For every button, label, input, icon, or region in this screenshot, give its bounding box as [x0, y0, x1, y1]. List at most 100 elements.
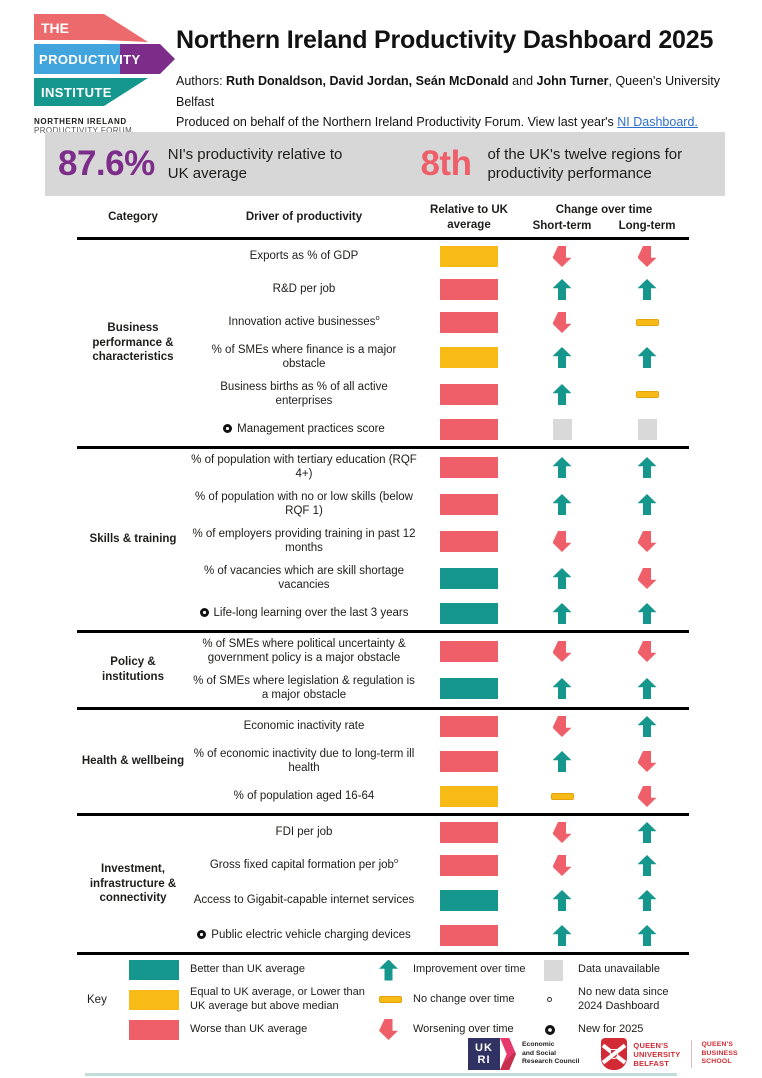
relative-box-teal: [440, 890, 498, 911]
table-row: % of SMEs where political uncertainty & …: [189, 633, 689, 670]
indicators-table: Category Driver of productivity Relative…: [77, 203, 689, 955]
short-term-cell: [519, 919, 605, 952]
queens-university-logo: QUEEN'S UNIVERSITY BELFAST QUEEN'S BUSIN…: [601, 1038, 738, 1070]
worsening-arrow-icon: [637, 786, 657, 807]
relative-box-red: [440, 531, 498, 552]
long-term-cell: [605, 339, 689, 376]
relative-cell: [419, 780, 519, 813]
improvement-arrow-icon: [637, 716, 657, 737]
improvement-arrow-icon: [552, 890, 572, 911]
long-term-cell: [605, 486, 689, 523]
key-item-label: Data unavailable: [578, 963, 660, 976]
relative-box-red: [440, 279, 498, 300]
relative-cell: [419, 273, 519, 306]
headline-stats-banner: 87.6% NI's productivity relative to UK a…: [45, 132, 725, 196]
relative-box-yellow: [440, 786, 498, 807]
table-row: Innovation active businesseso: [189, 306, 689, 339]
improvement-arrow-icon: [552, 494, 572, 515]
relative-box-red: [440, 925, 498, 946]
key-item-label: Better than UK average: [190, 963, 305, 976]
key-item-label: Worse than UK average: [190, 1022, 308, 1035]
driver-label: % of economic inactivity due to long-ter…: [193, 747, 415, 774]
short-term-cell: [519, 240, 605, 273]
relative-cell: [419, 882, 519, 919]
key-arrow-column: Improvement over time No change over time…: [379, 956, 544, 1044]
improvement-arrow-icon: [552, 678, 572, 699]
authors-block: Authors: Ruth Donaldson, David Jordan, S…: [176, 71, 742, 133]
improvement-arrow-icon: [637, 457, 657, 478]
authors-prefix: Authors:: [176, 74, 227, 88]
no-change-dash-icon: [635, 391, 659, 398]
qub-line3: BELFAST: [633, 1058, 669, 1068]
queens-business-school-wordmark: QUEEN'S BUSINESS SCHOOL: [701, 1041, 737, 1067]
table-section: Health & wellbeing Economic inactivity ra…: [77, 707, 689, 813]
table-row: Management practices score: [189, 413, 689, 446]
category-label: Policy & institutions: [102, 656, 164, 683]
relative-box-red: [440, 751, 498, 772]
long-term-cell: [605, 240, 689, 273]
driver-label: % of population with no or low skills (b…: [195, 490, 413, 517]
table-section: Policy & institutions % of SMEs where pol…: [77, 630, 689, 707]
long-term-cell: [605, 670, 689, 707]
footer-logos: UK RI Economic and Social Research Counc…: [468, 1036, 738, 1072]
no-change-dash-icon: [635, 319, 659, 326]
key-item: No new data since 2024 Dashboard: [544, 986, 689, 1014]
col-header-relative: Relative to UK average: [430, 204, 508, 231]
key-item: No change over time: [379, 988, 544, 1012]
region-rank-label: of the UK's twelve regions for productiv…: [487, 145, 683, 183]
long-term-cell: [605, 882, 689, 919]
driver-label: Access to Gigabit-capable internet servi…: [193, 893, 415, 906]
driver-label: Gross fixed capital formation per jobo: [209, 855, 399, 871]
relative-box-red: [440, 457, 498, 478]
key-icon-holder: [379, 1019, 405, 1040]
driver-cell: Public electric vehicle charging devices: [189, 919, 419, 952]
key-item: Improvement over time: [379, 958, 544, 982]
region-rank-stat: 8th: [420, 144, 472, 183]
short-term-cell: [519, 597, 605, 630]
relative-box-red: [440, 419, 498, 440]
short-term-cell: [519, 882, 605, 919]
no-change-dash-icon: [550, 793, 574, 800]
col-header-change: Change over time: [555, 203, 653, 216]
relative-cell: [419, 597, 519, 630]
relative-box-red: [440, 822, 498, 843]
relative-cell: [419, 240, 519, 273]
esrc-line2: and Social: [522, 1049, 556, 1057]
relative-box-red: [440, 384, 498, 405]
esrc-line3: Research Council: [522, 1058, 580, 1066]
relative-cell: [419, 919, 519, 952]
improvement-arrow-icon: [552, 384, 572, 405]
section-rows: FDI per job Gross fixed capital formation…: [189, 816, 689, 952]
authors-mid: and: [508, 74, 537, 88]
short-term-cell: [519, 849, 605, 882]
improvement-arrow-icon: [552, 347, 572, 368]
section-rows: Economic inactivity rate % of economic in…: [189, 710, 689, 813]
relative-cell: [419, 413, 519, 446]
relative-cell: [419, 816, 519, 849]
key-item-label: Equal to UK average, or Lower than UK av…: [190, 986, 365, 1012]
key-icon-holder: [379, 959, 405, 981]
col-header-change-group: Change over time Short-term Long-term: [519, 204, 689, 232]
relative-box-red: [440, 716, 498, 737]
driver-cell: % of population with tertiary education …: [189, 449, 419, 486]
improvement-arrow-icon: [637, 890, 657, 911]
authors-names: Ruth Donaldson, David Jordan, Seán McDon…: [226, 74, 509, 88]
ni-dashboard-link[interactable]: NI Dashboard.: [617, 115, 698, 130]
table-sections: Business performance & characteristics Ex…: [77, 240, 689, 955]
relative-box-yellow: [440, 246, 498, 267]
driver-label: R&D per job: [272, 282, 336, 295]
category-label: Health & wellbeing: [81, 755, 185, 768]
no-new-data-icon: o: [375, 312, 380, 322]
driver-cell: % of employers providing training in pas…: [189, 523, 419, 560]
key-symbol-column: Data unavailable No new data since 2024 D…: [544, 956, 689, 1044]
relative-cell: [419, 376, 519, 413]
improvement-arrow-icon: [637, 822, 657, 843]
relative-box-red: [440, 641, 498, 662]
col-header-category: Category: [108, 211, 158, 224]
table-row: % of population with tertiary education …: [189, 449, 689, 486]
driver-cell: Business births as % of all active enter…: [189, 376, 419, 413]
section-rows: % of population with tertiary education …: [189, 449, 689, 630]
driver-label: % of SMEs where legislation & regulation…: [193, 674, 415, 701]
table-row: % of vacancies which are skill shortage …: [189, 560, 689, 597]
forum-line2: PRODUCTIVITY FORUM: [34, 126, 133, 135]
